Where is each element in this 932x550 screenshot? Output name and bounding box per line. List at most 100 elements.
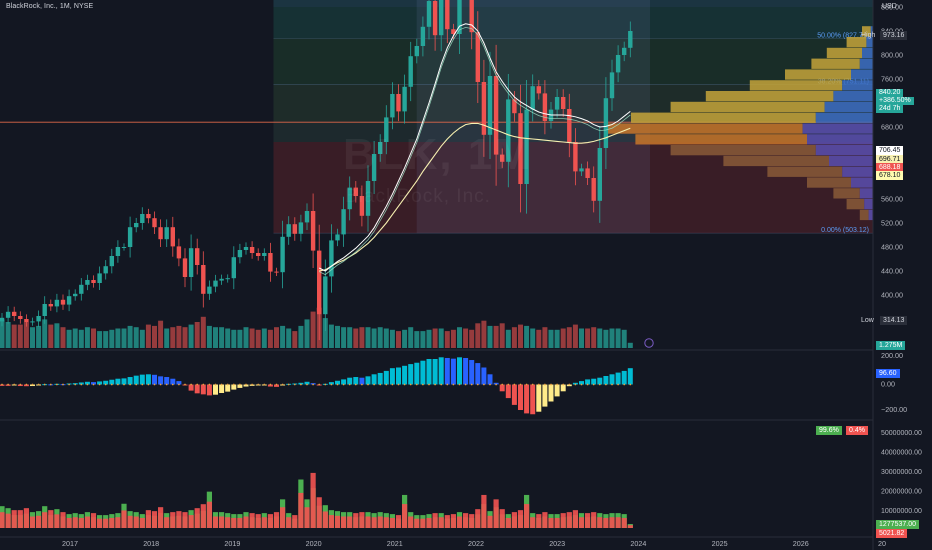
momentum-bar: [353, 377, 359, 385]
sell-volume-bar: [353, 513, 359, 528]
momentum-zero-dot: [263, 383, 266, 386]
momentum-zero-dot: [537, 383, 540, 386]
volume-bar: [597, 328, 603, 348]
sell-volume-bar: [402, 504, 408, 528]
sell-volume-bar: [139, 517, 145, 528]
volume-bar: [304, 319, 310, 348]
candle-body: [121, 247, 127, 248]
sell-volume-bar: [206, 501, 212, 528]
momentum-value-tag: 96.60: [876, 369, 900, 378]
volume-bar: [298, 325, 304, 348]
candle-body: [66, 296, 72, 305]
volume-bar: [505, 329, 511, 348]
candle-body: [414, 46, 419, 57]
sell-volume-bar: [377, 516, 383, 528]
volume-profile-up: [859, 209, 869, 221]
momentum-bar: [164, 377, 170, 385]
sell-volume-bar: [84, 516, 90, 528]
momentum-zero-dot: [507, 383, 510, 386]
momentum-bar: [591, 378, 597, 385]
sell-volume-bar: [170, 512, 176, 528]
momentum-bar: [408, 364, 414, 385]
volume-profile-up: [785, 69, 851, 80]
year-tick-label: 20: [878, 539, 886, 548]
momentum-zero-dot: [1, 383, 3, 386]
volume-bar: [316, 307, 322, 348]
momentum-zero-dot: [153, 383, 156, 386]
candle-body: [347, 187, 352, 210]
alert-icon: [644, 338, 654, 348]
sell-volume-bar: [530, 517, 536, 528]
sell-volume-bar: [280, 507, 286, 528]
volume-bar: [206, 325, 212, 348]
sell-volume-bar: [560, 513, 566, 528]
price-tick-label: 800.00: [881, 51, 903, 60]
sell-volume-bar: [603, 517, 609, 528]
candle-body: [554, 97, 560, 110]
momentum-zero-dot: [403, 383, 406, 386]
price-tick-label: 520.00: [881, 219, 903, 228]
momentum-bar: [115, 378, 121, 385]
sell-volume-bar: [237, 517, 243, 528]
fib-zone-extension: [650, 7, 873, 39]
candle-body: [573, 142, 578, 172]
candle-body: [195, 248, 200, 265]
price-tick-label: 560.00: [881, 195, 903, 204]
momentum-zero-dot: [184, 383, 186, 386]
volume-profile-down: [824, 101, 873, 113]
candle-body: [18, 316, 23, 319]
candle-body: [286, 224, 291, 237]
year-tick-label: 2021: [387, 539, 403, 548]
sell-volume-bar: [0, 512, 5, 528]
ma-fast-line: [318, 23, 631, 272]
volume-bar: [347, 327, 353, 348]
momentum-bar: [536, 384, 542, 412]
sell-volume-bar: [316, 497, 322, 528]
sell-volume-bar: [566, 512, 572, 528]
momentum-zero-dot: [202, 383, 205, 386]
candle-body: [60, 299, 66, 305]
momentum-bar: [530, 384, 536, 415]
buy-percent-tag: 99.6%: [816, 426, 842, 435]
volume-bar: [365, 327, 371, 348]
sell-volume-bar: [97, 518, 103, 528]
momentum-zero-dot: [159, 383, 162, 386]
momentum-zero-dot: [208, 383, 211, 386]
volume-profile-up: [862, 26, 871, 37]
volume-bar: [200, 316, 206, 348]
volume-bar: [371, 328, 377, 348]
momentum-zero-dot: [623, 383, 626, 386]
candle-body: [432, 1, 438, 36]
candle-body: [170, 227, 175, 247]
candle-body: [408, 56, 413, 87]
sell-volume-bar: [322, 511, 328, 528]
candle-body: [469, 0, 474, 33]
volume-bar: [170, 327, 176, 348]
momentum-bar: [341, 379, 347, 385]
volume-bar: [243, 327, 249, 348]
momentum-bar: [225, 384, 231, 392]
candle-body: [127, 227, 133, 247]
volume-profile-down: [851, 177, 873, 188]
sell-volume-bar: [54, 514, 60, 528]
momentum-bar: [109, 379, 115, 385]
momentum-bar: [499, 384, 505, 392]
candle-body: [457, 0, 462, 34]
symbol-title[interactable]: BlackRock, Inc., 1M, NYSE: [6, 3, 94, 10]
candle-body: [188, 248, 194, 277]
candle-body: [603, 98, 609, 148]
sell-volume-bar: [48, 510, 54, 528]
momentum-zero-dot: [348, 383, 351, 386]
volume-bar: [377, 327, 383, 348]
currency-label[interactable]: USD: [882, 3, 897, 10]
momentum-zero-dot: [409, 383, 412, 386]
momentum-zero-dot: [513, 383, 516, 386]
momentum-zero-dot: [501, 383, 504, 386]
candle-body: [97, 273, 102, 283]
volume-bar: [133, 327, 139, 348]
candle-body: [530, 86, 535, 110]
candle-body: [359, 196, 365, 216]
momentum-zero-dot: [464, 383, 467, 386]
volume-profile-up: [723, 155, 829, 167]
